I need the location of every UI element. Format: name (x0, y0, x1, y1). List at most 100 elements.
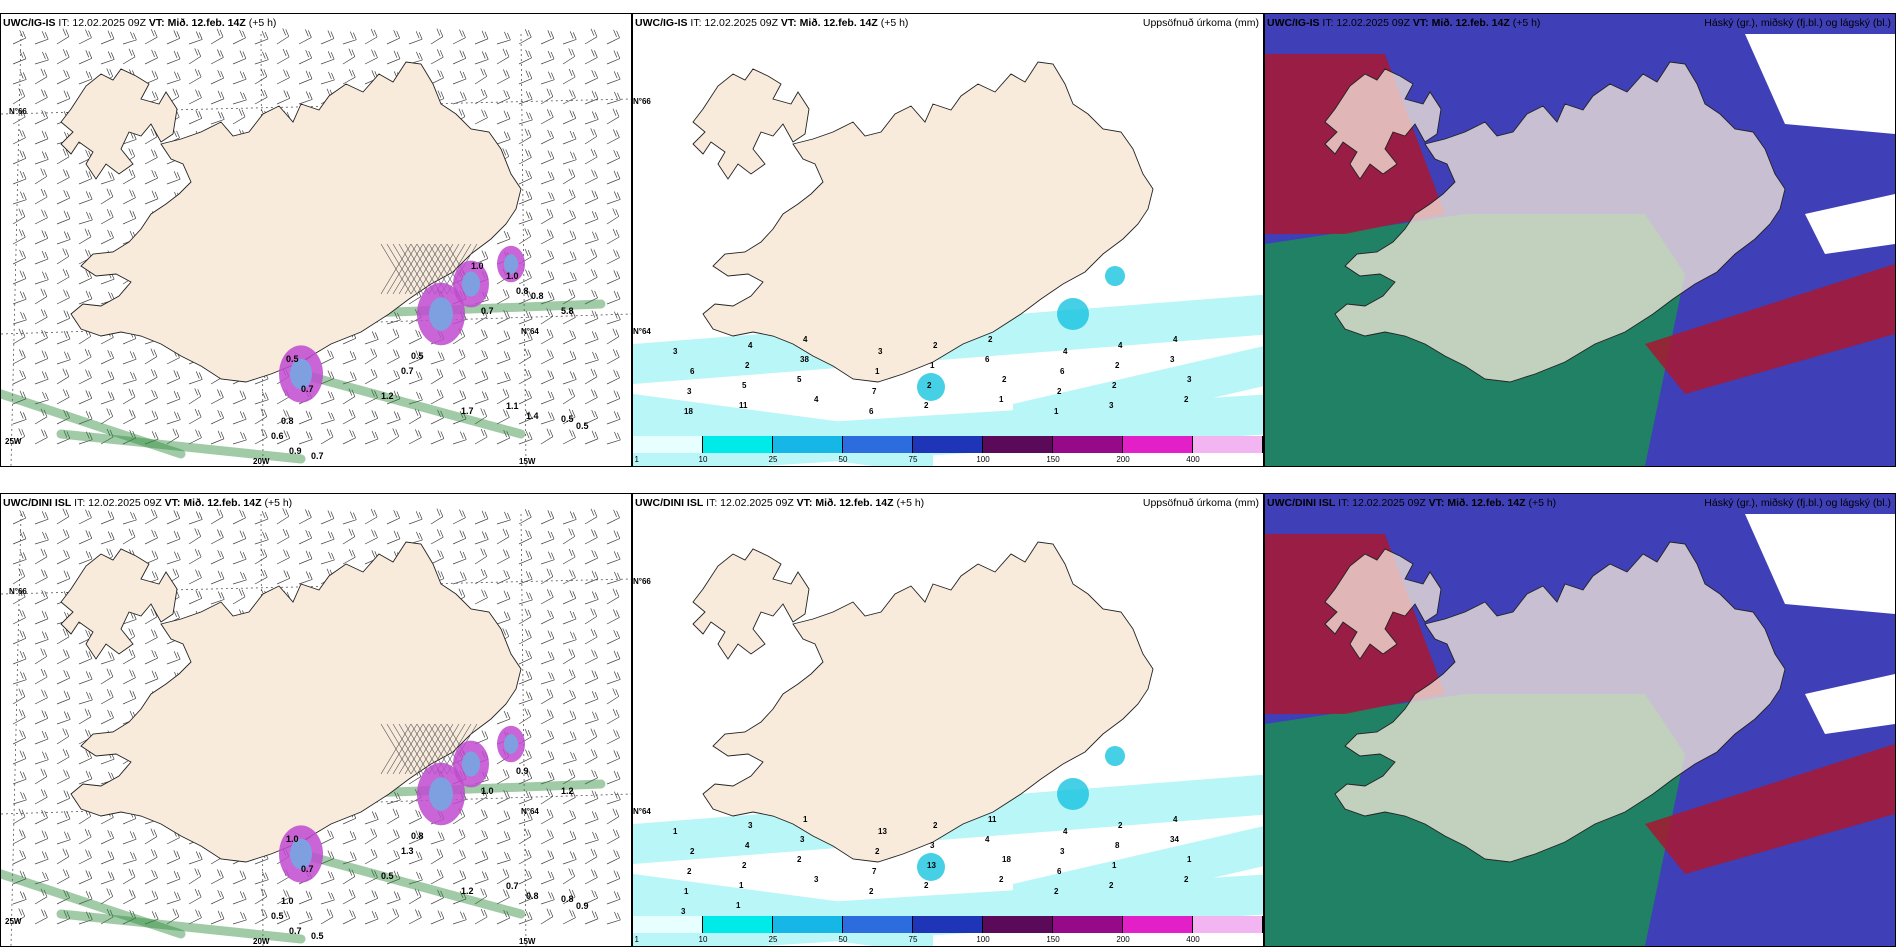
precip-value: 2 (875, 847, 880, 856)
colorbar-tick: 200 (1116, 935, 1130, 944)
precip-value: 18 (1002, 855, 1011, 864)
lon-label: 15W (519, 457, 536, 466)
contour-label: 1.3 (401, 846, 414, 856)
precip-value: 3 (1187, 375, 1192, 384)
precip-value: 2 (742, 861, 747, 870)
colorbar-cell (912, 436, 983, 453)
precip-value: 2 (999, 875, 1004, 884)
contour-label: 1.7 (461, 406, 474, 416)
precip-value: 3 (1109, 401, 1114, 410)
colorbar-tick: 150 (1046, 935, 1060, 944)
map-canvas: 0.50.70.80.60.9 0.71.21.7 1.11.4 0.50.55.80… (1, 14, 631, 466)
precip-value: 11 (739, 401, 748, 410)
map-canvas: 1.00.71.00.50.7 0.50.51.2 0.70.8 0.80.91.21… (1, 494, 631, 946)
panel-header: UWC/DINI ISL IT: 12.02.2025 09Z VT: Mið.… (3, 497, 292, 509)
model-name: UWC/DINI ISL (1267, 497, 1336, 509)
model-name: UWC/DINI ISL (3, 497, 72, 509)
precip-value: 2 (933, 341, 938, 350)
colorbar-cell (912, 916, 983, 933)
valid-time: VT: Mið. 12.feb. 14Z (1412, 17, 1510, 29)
precip-value: 2 (927, 381, 932, 390)
colorbar-cell (843, 916, 913, 933)
precip-value: 2 (687, 867, 692, 876)
lead-time: (+5 h) (896, 497, 925, 509)
precip-value: 2 (1109, 881, 1114, 890)
colorbar-tick: 1 (634, 455, 639, 464)
map-canvas (1265, 494, 1895, 946)
colorbar-tick: 25 (768, 455, 778, 464)
panel-header: UWC/IG-IS IT: 12.02.2025 09Z VT: Mið. 12… (1267, 17, 1540, 29)
lat-label: N°64 (633, 807, 651, 816)
lead-time: (+5 h) (248, 17, 277, 29)
contour-label: 0.9 (576, 901, 589, 911)
map-panel-1: UWC/IG-IS IT: 12.02.2025 09Z VT: Mið. 12… (0, 13, 632, 467)
precip-value: 1 (673, 827, 678, 836)
precip-value: 3 (800, 835, 805, 844)
model-name: UWC/DINI ISL (635, 497, 704, 509)
precip-maxima (917, 746, 1125, 881)
precip-value: 2 (1184, 395, 1189, 404)
precip-value: 2 (869, 887, 874, 896)
contour-label: 0.8 (516, 286, 529, 296)
contour-label: 0.5 (311, 931, 324, 941)
colorbar-tick: 75 (908, 455, 918, 464)
contour-label: 1.2 (381, 391, 394, 401)
precip-value: 3 (681, 907, 686, 916)
contour-label: 0.8 (526, 891, 539, 901)
precip-value: 2 (1184, 875, 1189, 884)
precip-value: 6 (985, 355, 990, 364)
colorbar-cell (772, 916, 843, 933)
contour-label: 0.8 (561, 894, 574, 904)
contour-label: 0.8 (411, 831, 424, 841)
map-panel-6: UWC/DINI ISL IT: 12.02.2025 09Z VT: Mið.… (1264, 493, 1896, 947)
precip-value: 6 (1060, 367, 1065, 376)
init-time: IT: 12.02.2025 09Z (74, 497, 162, 509)
colorbar-tick: 1 (634, 935, 639, 944)
contour-label: 0.9 (289, 446, 302, 456)
lead-time: (+5 h) (1512, 17, 1541, 29)
lat-label: N°66 (633, 577, 651, 586)
panel-header: UWC/IG-IS IT: 12.02.2025 09Z VT: Mið. 12… (635, 17, 908, 29)
precip-value: 18 (684, 407, 693, 416)
colorbar-cell (1192, 436, 1263, 453)
contour-label: 0.5 (411, 351, 424, 361)
precip-value: 4 (1118, 341, 1123, 350)
precip-value: 4 (1063, 827, 1068, 836)
precip-value: 1 (739, 881, 744, 890)
colorbar-tick: 25 (768, 935, 778, 944)
contour-label: 0.5 (576, 421, 589, 431)
rain-bands (1, 779, 606, 944)
lat-label: N°66 (9, 587, 27, 596)
iceland-landmass (1324, 541, 1786, 863)
colorbar-cell (772, 436, 843, 453)
precip-value: 2 (924, 881, 929, 890)
lat-label: N°66 (9, 107, 27, 116)
colorbar-cell (843, 436, 913, 453)
precip-value: 2 (690, 847, 695, 856)
precip-value: 1 (999, 395, 1004, 404)
lat-label: N°64 (521, 807, 539, 816)
precip-value: 34 (1170, 835, 1179, 844)
panel-title: Uppsöfnuð úrkoma (mm) (1142, 17, 1259, 29)
init-time: IT: 12.02.2025 09Z (58, 17, 146, 29)
colorbar-tick: 10 (698, 455, 708, 464)
lon-label: 25W (5, 437, 22, 446)
contour-label: 0.7 (401, 366, 414, 376)
colorbar-tick: 400 (1186, 935, 1200, 944)
precip-value: 13 (878, 827, 887, 836)
iceland-landmass (692, 61, 1154, 383)
colorbar-tick: 400 (1186, 455, 1200, 464)
precip-value: 4 (1173, 335, 1178, 344)
contour-label: 1.0 (281, 896, 294, 906)
lon-label: 20W (253, 937, 270, 946)
precip-value: 2 (1115, 361, 1120, 370)
precip-value: 8 (1115, 841, 1120, 850)
contour-label: 1.0 (286, 834, 299, 844)
colorbar-cell (633, 436, 703, 453)
precip-value: 2 (1112, 381, 1117, 390)
colorbar-tick: 100 (976, 935, 990, 944)
panel-header: UWC/IG-IS IT: 12.02.2025 09Z VT: Mið. 12… (3, 17, 276, 29)
colorbar-tick: 10 (698, 935, 708, 944)
precip-value: 1 (1112, 861, 1117, 870)
precip-value: 6 (869, 407, 874, 416)
